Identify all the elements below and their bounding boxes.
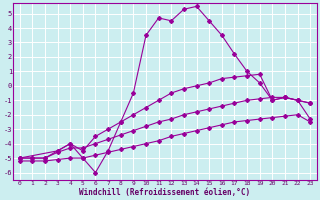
X-axis label: Windchill (Refroidissement éolien,°C): Windchill (Refroidissement éolien,°C)	[79, 188, 251, 197]
